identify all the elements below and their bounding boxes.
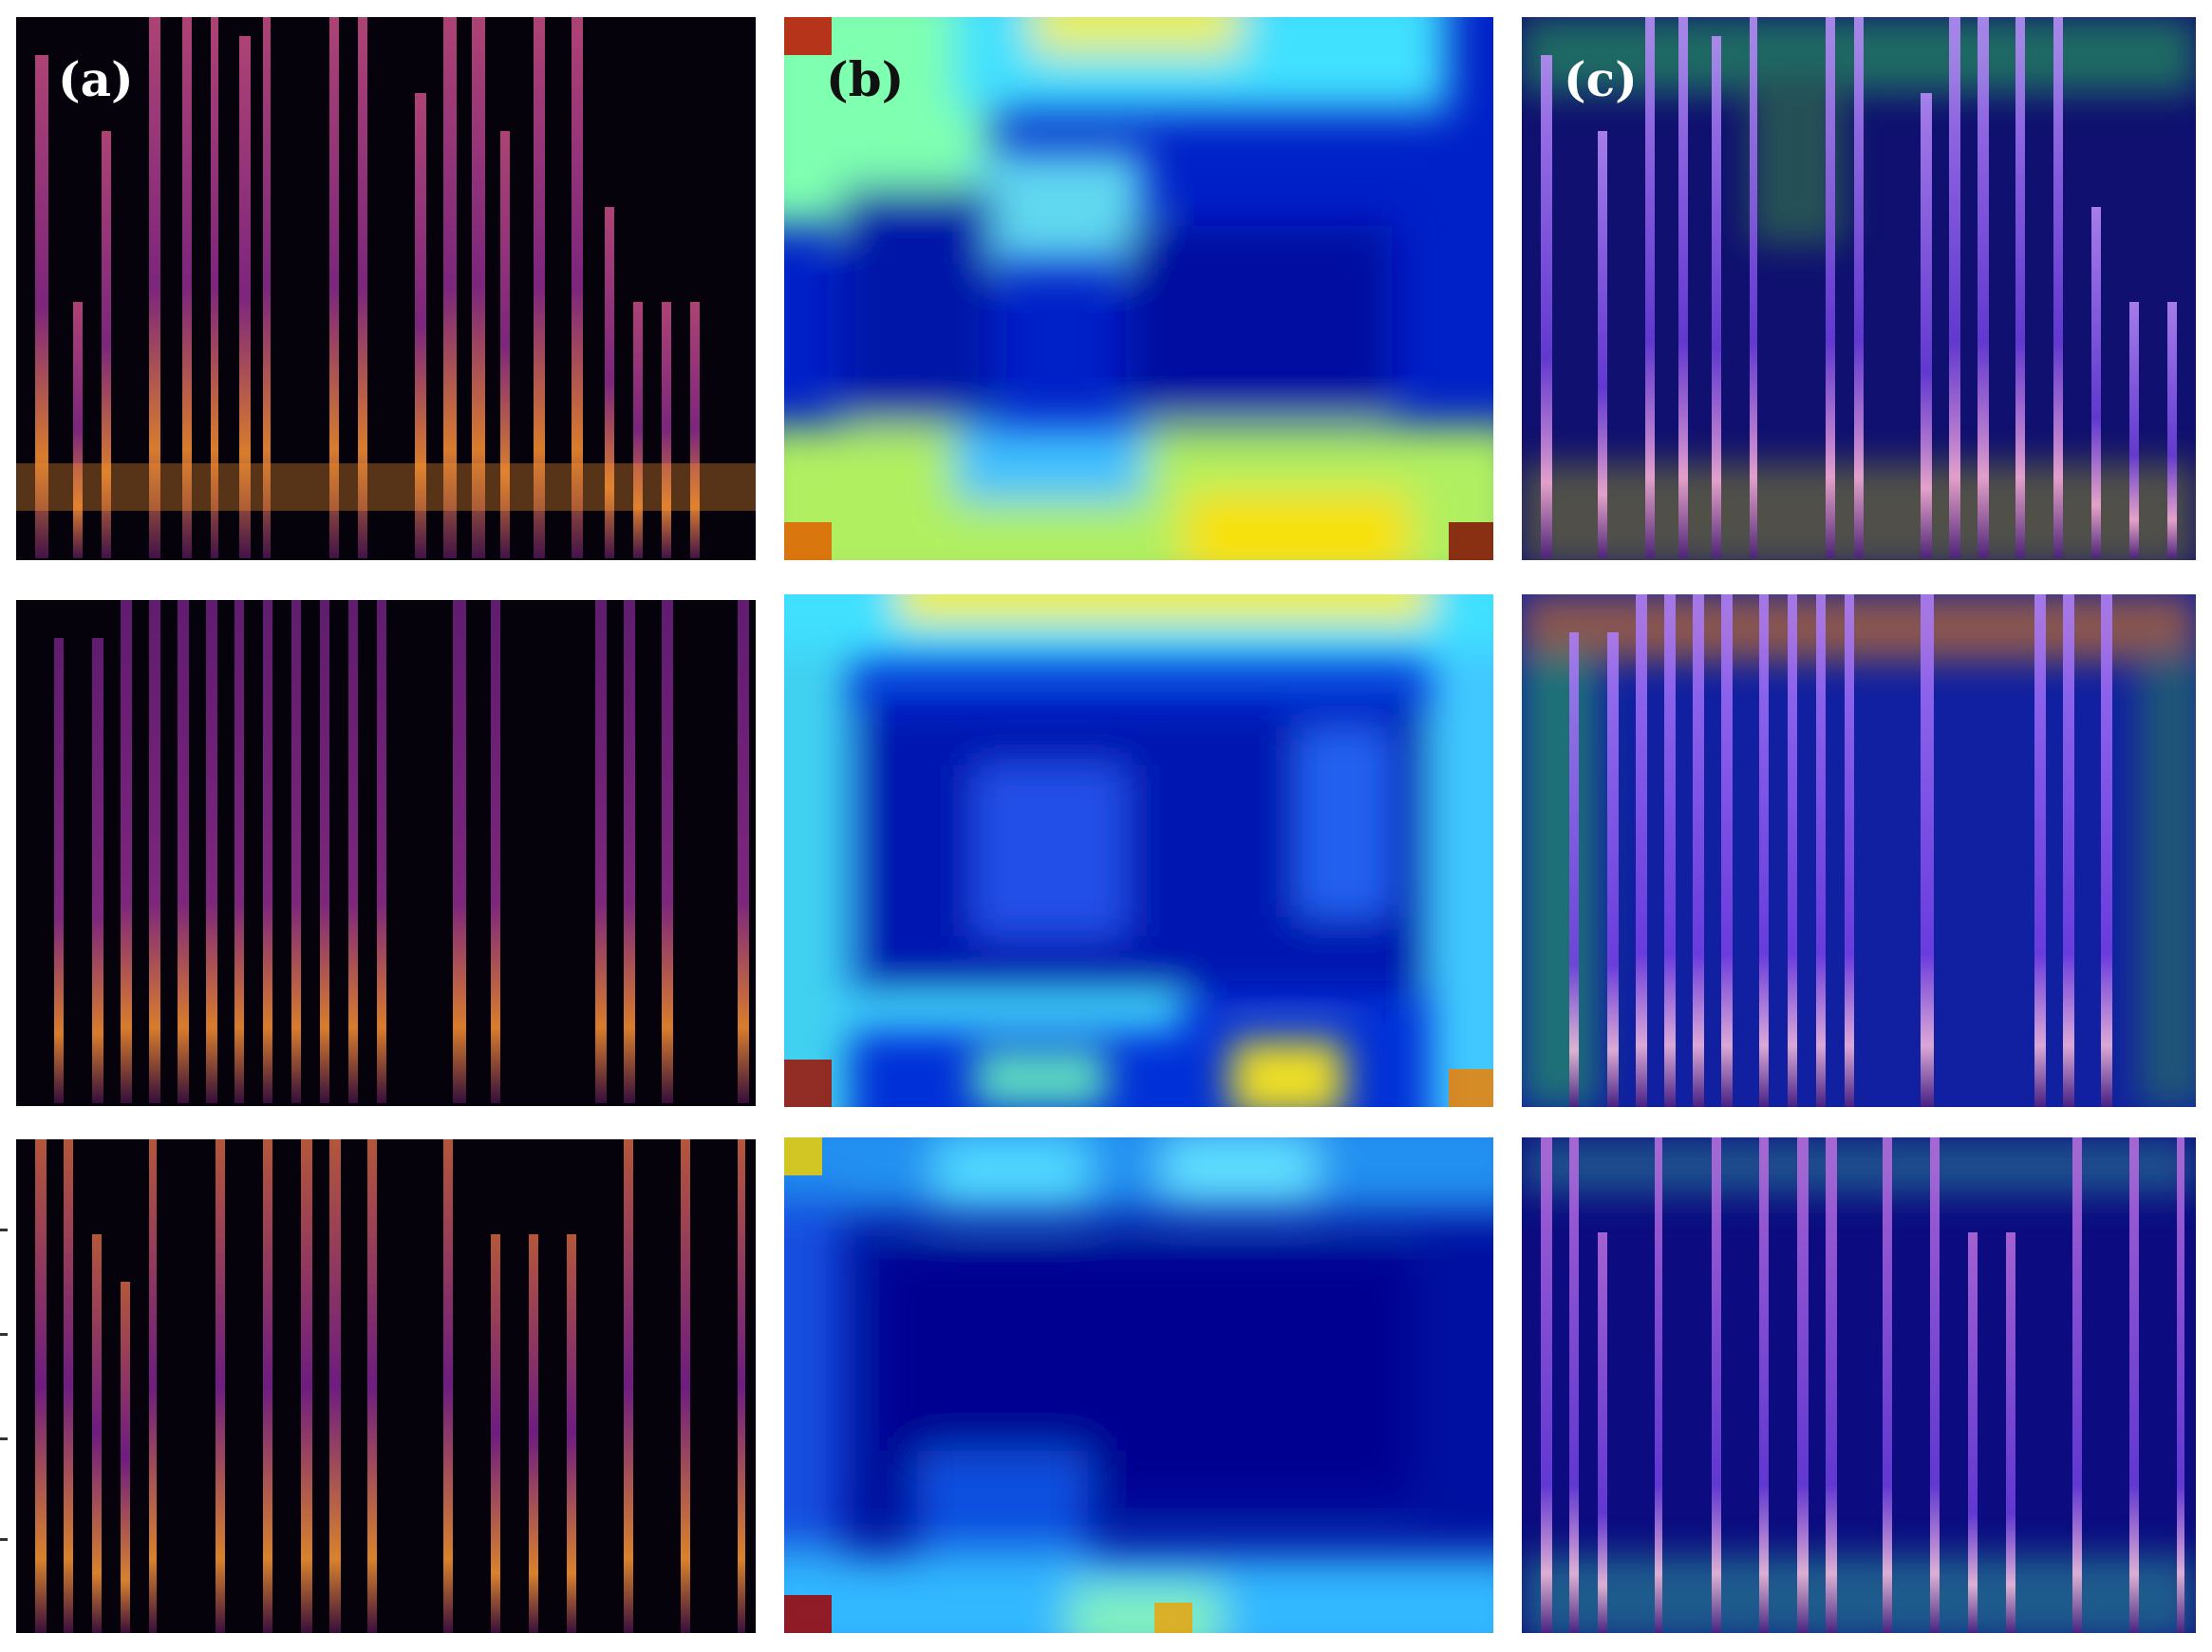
heatmap-image [784, 17, 1493, 560]
spectrogram-row1: (a) [16, 17, 756, 560]
spectrogram-image [16, 17, 756, 560]
spectrogram-row2 [16, 600, 756, 1106]
heatmap-row2 [784, 594, 1493, 1107]
overlay-row1: (c) [1522, 17, 2196, 560]
overlay-image [1522, 1137, 2196, 1633]
panel-label-a: (a) [58, 51, 134, 107]
spectrogram-image [16, 1139, 756, 1633]
heatmap-image [784, 1137, 1493, 1633]
axis-tick [0, 1333, 8, 1336]
spectrogram-row3 [16, 1139, 756, 1633]
panel-label-b: (b) [826, 51, 905, 107]
overlay-row2 [1522, 594, 2196, 1107]
heatmap-row3 [784, 1137, 1493, 1633]
axis-tick [0, 1538, 8, 1541]
overlay-image [1522, 17, 2196, 560]
panel-label-c: (c) [1564, 51, 1638, 107]
spectrogram-image [16, 600, 756, 1106]
overlay-row3 [1522, 1137, 2196, 1633]
axis-ticks [0, 1139, 8, 1633]
axis-tick [0, 1437, 8, 1440]
heatmap-image [784, 594, 1493, 1107]
heatmap-row1: (b) [784, 17, 1493, 560]
axis-tick [0, 1229, 8, 1231]
overlay-image [1522, 594, 2196, 1107]
